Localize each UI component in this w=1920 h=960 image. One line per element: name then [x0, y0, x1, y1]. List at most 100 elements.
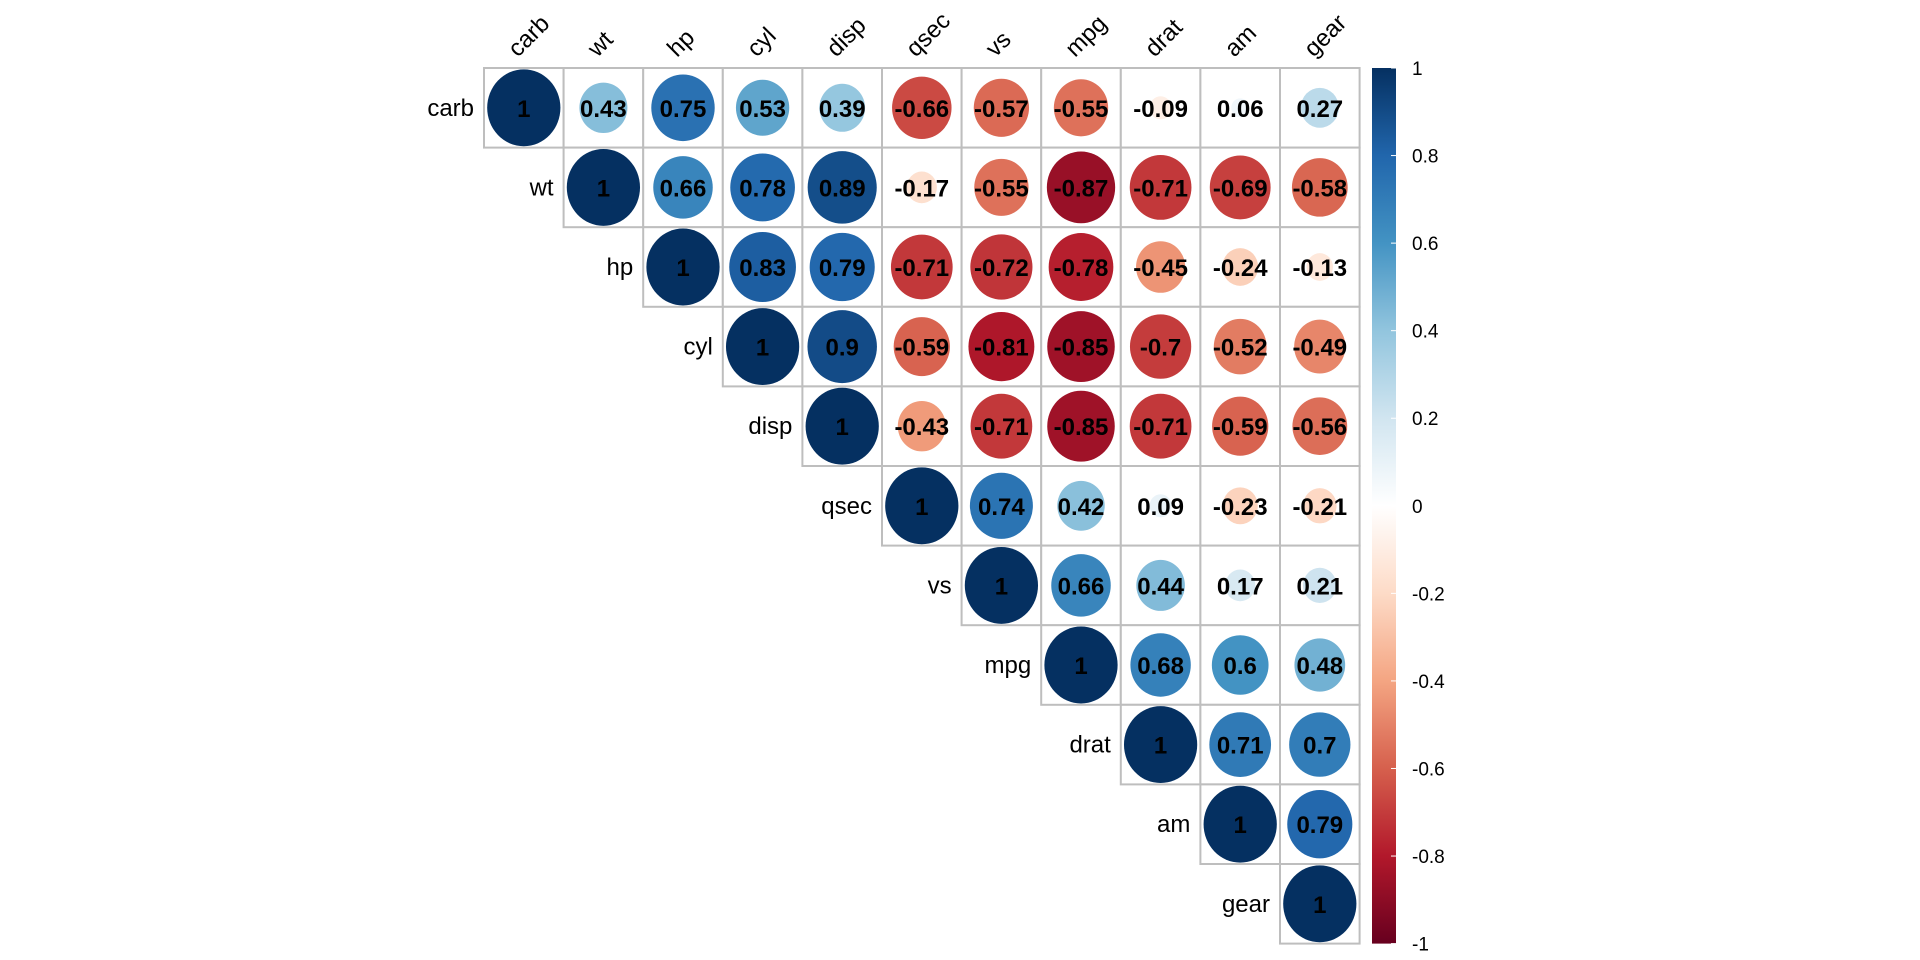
cell-hp-hp: 1 — [642, 226, 724, 308]
cell-hp-drat: -0.45 — [1119, 226, 1202, 308]
cell-qsec-am: -0.23 — [1199, 465, 1282, 547]
cell-mpg-am: 0.6 — [1199, 624, 1282, 706]
correlation-value: -0.69 — [1213, 175, 1268, 202]
cell-carb-hp: 0.75 — [642, 67, 724, 149]
correlation-circle — [892, 76, 952, 140]
column-label-am: am — [1219, 20, 1262, 63]
colorbar-tick-label: 0.6 — [1412, 234, 1438, 255]
correlation-circle — [579, 82, 628, 134]
cell-drat-drat: 1 — [1119, 703, 1202, 786]
cell-drat-gear: 0.7 — [1279, 703, 1361, 786]
column-labels: carb wt hp cyl disp qsec vs mpg drat am gear — [503, 7, 1352, 63]
correlation-circle — [1283, 865, 1357, 943]
cell-gear-gear: 1 — [1279, 863, 1361, 945]
correlation-value: 0.21 — [1296, 573, 1343, 600]
correlation-circle — [1306, 253, 1334, 281]
correlation-value: -0.85 — [1054, 335, 1109, 362]
colorbar: -1 -0.8 -0.6 -0.4 -0.2 0 0.2 0.4 0.6 0.8 1 — [1372, 59, 1445, 956]
correlation-circle — [730, 153, 795, 222]
correlation-value: 0.48 — [1296, 653, 1343, 680]
correlation-circle — [651, 74, 715, 142]
colorbar-tick-label: 0.4 — [1412, 322, 1439, 343]
correlation-value: -0.7 — [1140, 335, 1181, 362]
correlation-value: 0.66 — [1058, 573, 1105, 600]
row-label-gear: gear — [1222, 891, 1270, 918]
correlation-value: 0.44 — [1137, 573, 1184, 600]
cell-cyl-qsec: -0.59 — [881, 305, 963, 388]
cell-carb-cyl: 0.53 — [721, 67, 804, 149]
correlation-circle — [735, 79, 790, 136]
correlation-value: 0.42 — [1058, 494, 1105, 521]
column-label-vs: vs — [981, 26, 1017, 62]
cell-vs-mpg: 0.66 — [1040, 544, 1122, 627]
correlation-value: 0.17 — [1217, 573, 1264, 600]
cell-carb-carb: 1 — [483, 67, 565, 149]
column-label-qsec: qsec — [901, 7, 956, 62]
correlation-circle — [1136, 241, 1186, 293]
correlation-circle — [1047, 390, 1115, 462]
correlation-value: -0.49 — [1292, 335, 1347, 362]
correlation-circle — [968, 311, 1035, 382]
correlation-value: -0.71 — [974, 414, 1029, 441]
colorbar-tick-label: 1 — [1412, 59, 1423, 80]
cell-wt-qsec: -0.17 — [881, 146, 963, 229]
cell-hp-vs: -0.72 — [960, 226, 1043, 308]
colorbar-tick-label: 0.8 — [1412, 147, 1438, 168]
cell-wt-mpg: -0.87 — [1040, 146, 1122, 229]
correlation-circle — [1225, 569, 1256, 602]
row-label-am: am — [1157, 811, 1190, 838]
cell-disp-drat: -0.71 — [1119, 385, 1202, 467]
correlation-circle — [1203, 785, 1277, 863]
correlation-value: -0.23 — [1213, 494, 1268, 521]
correlation-circle — [1294, 638, 1346, 692]
correlation-value: -0.71 — [1133, 414, 1188, 441]
correlation-value: -0.55 — [1054, 96, 1109, 123]
correlation-circle — [890, 234, 953, 300]
correlation-circle — [1222, 248, 1259, 286]
correlation-circle — [487, 69, 561, 147]
cell-carb-drat: -0.09 — [1119, 67, 1202, 149]
correlation-value: 0.83 — [739, 255, 786, 282]
colorbar-tick-label: -0.4 — [1412, 672, 1445, 693]
correlation-circle — [1209, 712, 1272, 777]
correlation-circle — [807, 310, 877, 384]
row-label-vs: vs — [928, 572, 952, 599]
correlation-value: -0.66 — [894, 96, 949, 123]
cell-cyl-gear: -0.49 — [1279, 305, 1361, 388]
correlation-circle — [1129, 314, 1192, 379]
cell-border — [1119, 226, 1202, 308]
correlation-circle — [1149, 96, 1172, 120]
cell-wt-hp: 0.66 — [642, 146, 724, 229]
correlation-value: 0.53 — [739, 96, 786, 123]
correlation-value: -0.17 — [894, 175, 949, 202]
cell-cyl-vs: -0.81 — [960, 305, 1043, 388]
cell-cyl-disp: 0.9 — [801, 305, 884, 388]
correlation-value: 1 — [1154, 733, 1167, 760]
correlation-circle — [1046, 151, 1116, 224]
correlation-value: 1 — [517, 96, 530, 123]
correlation-circle — [969, 472, 1033, 539]
correlation-value: -0.52 — [1213, 335, 1268, 362]
cell-cyl-drat: -0.7 — [1119, 305, 1202, 388]
cell-cyl-mpg: -0.85 — [1040, 305, 1122, 388]
column-label-carb: carb — [503, 10, 555, 62]
column-label-disp: disp — [821, 12, 871, 62]
colorbar-tick-label: 0 — [1412, 497, 1423, 518]
colorbar-tick-label: -0.6 — [1412, 759, 1445, 780]
correlation-value: -0.13 — [1292, 255, 1347, 282]
correlation-circle — [819, 83, 866, 132]
correlation-circle — [1212, 396, 1269, 456]
cell-vs-drat: 0.44 — [1119, 544, 1202, 627]
row-label-drat: drat — [1069, 732, 1111, 759]
correlation-value: -0.81 — [974, 335, 1029, 362]
correlation-value: -0.43 — [894, 414, 949, 441]
cell-wt-wt: 1 — [562, 146, 645, 229]
correlation-circle — [566, 148, 641, 226]
correlation-value: -0.71 — [894, 255, 949, 282]
cell-carb-am: 0.06 — [1199, 67, 1282, 149]
correlation-value: -0.72 — [974, 255, 1029, 282]
correlation-circle — [1303, 488, 1337, 524]
correlation-circle — [973, 78, 1030, 137]
cell-carb-gear: 0.27 — [1279, 67, 1361, 149]
